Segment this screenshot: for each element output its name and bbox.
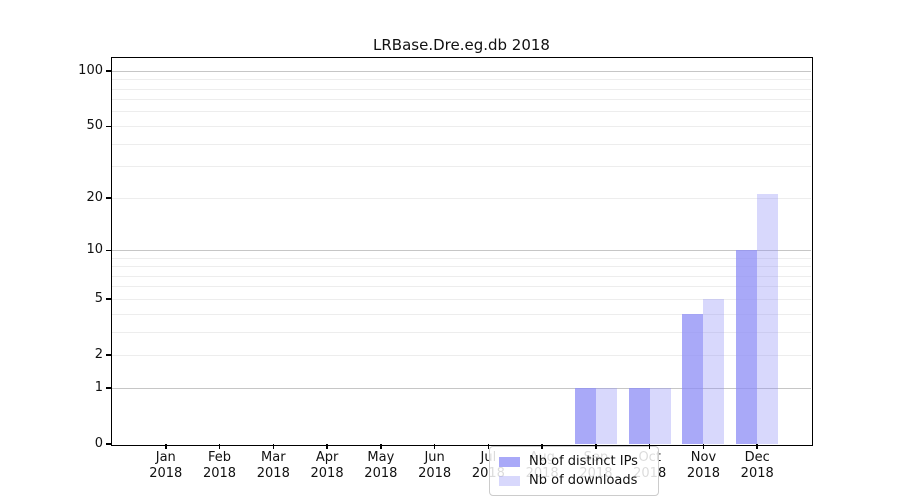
legend: Nb of distinct IPs Nb of downloads <box>489 446 659 496</box>
x-tick-sep <box>595 444 597 449</box>
bar-distinct-ips-dec <box>736 250 758 444</box>
x-tick-aug <box>541 444 543 449</box>
x-tick-nov <box>702 444 705 449</box>
x-tick-apr <box>326 444 328 449</box>
y-gridline-minor-8 <box>112 266 811 268</box>
y-tick-label-50: 50 <box>86 118 103 134</box>
y-gridline-major-100 <box>112 70 811 72</box>
y-tick-label-2: 2 <box>94 347 103 363</box>
x-tick-year: 2018 <box>149 466 183 481</box>
bar-downloads-nov <box>703 299 725 444</box>
bar-distinct-ips-sep <box>574 388 596 444</box>
x-tick-label-feb: Feb 2018 <box>190 450 250 482</box>
y-gridline-major-1 <box>112 387 811 389</box>
y-gridline-minor-90 <box>112 79 811 81</box>
y-gridline-minor-30 <box>112 166 811 168</box>
y-gridline-minor-40 <box>112 143 811 145</box>
bar-downloads-dec <box>757 194 779 444</box>
y-tick-20 <box>106 197 111 199</box>
y-tick-50 <box>106 125 111 128</box>
x-tick-jul <box>487 444 490 449</box>
y-gridline-minor-5 <box>112 298 811 300</box>
x-tick-label-apr: Apr 2018 <box>297 450 357 482</box>
y-gridline-minor-4 <box>112 313 811 315</box>
y-tick-label-0: 0 <box>94 436 103 451</box>
plot-area: Nb of distinct IPs Nb of downloads <box>110 56 813 496</box>
y-gridline-minor-2 <box>112 354 811 356</box>
y-gridline-minor-7 <box>112 275 811 277</box>
x-tick-month: Nov <box>690 450 717 465</box>
legend-label-distinct-ips: Nb of distinct IPs <box>529 454 638 469</box>
x-tick-year: 2018 <box>310 466 344 481</box>
y-gridline-minor-9 <box>112 257 811 259</box>
y-tick-label-1: 1 <box>94 380 103 396</box>
x-tick-year: 2018 <box>418 466 452 481</box>
x-tick-label-mar: Mar 2018 <box>243 450 303 482</box>
x-tick-dec <box>756 444 759 449</box>
bar-downloads-sep <box>595 388 617 444</box>
x-tick-oct <box>648 444 651 449</box>
y-tick-0 <box>106 443 111 445</box>
x-tick-label-may: May 2018 <box>351 450 411 482</box>
y-gridline-minor-80 <box>112 88 811 90</box>
x-tick-label-jan: Jan 2018 <box>136 450 196 482</box>
bar-distinct-ips-oct <box>628 388 650 444</box>
x-tick-month: Jan <box>155 450 176 465</box>
y-tick-10 <box>106 249 111 252</box>
y-gridline-minor-60 <box>112 111 811 113</box>
y-tick-2 <box>106 354 111 357</box>
y-gridline-minor-6 <box>112 286 811 288</box>
y-tick-label-20: 20 <box>86 190 103 206</box>
legend-swatch-downloads <box>499 475 520 486</box>
y-tick-label-5: 5 <box>94 291 103 307</box>
x-tick-feb <box>218 444 221 449</box>
y-tick-label-100: 100 <box>78 63 103 79</box>
chart-title: LRBase.Dre.eg.db 2018 <box>373 36 550 54</box>
x-tick-month: Jun <box>424 450 445 465</box>
x-tick-year: 2018 <box>686 466 720 481</box>
x-tick-month: Dec <box>744 450 770 465</box>
y-gridline-major-10 <box>112 249 811 251</box>
bar-downloads-oct <box>649 388 671 444</box>
legend-item-distinct-ips: Nb of distinct IPs <box>499 454 649 469</box>
x-tick-year: 2018 <box>740 466 774 481</box>
x-tick-label-jun: Jun 2018 <box>405 450 465 482</box>
y-tick-5 <box>106 298 111 301</box>
legend-item-downloads: Nb of downloads <box>499 473 649 488</box>
y-tick-1 <box>106 387 111 389</box>
legend-swatch-distinct-ips <box>499 456 520 467</box>
y-tick-label-10: 10 <box>86 242 103 258</box>
x-tick-month: Mar <box>261 450 286 465</box>
y-gridline-minor-20 <box>112 197 811 199</box>
x-tick-month: Feb <box>208 450 232 465</box>
x-tick-year: 2018 <box>202 466 237 481</box>
x-tick-label-dec: Dec 2018 <box>727 450 787 482</box>
x-tick-year: 2018 <box>256 466 290 481</box>
y-gridline-minor-3 <box>112 331 811 333</box>
x-tick-month: May <box>367 450 395 465</box>
x-tick-year: 2018 <box>364 466 398 481</box>
y-gridline-minor-70 <box>112 99 811 101</box>
x-tick-label-nov: Nov 2018 <box>673 450 733 482</box>
x-tick-month: Apr <box>315 450 339 465</box>
legend-label-downloads: Nb of downloads <box>529 473 638 488</box>
x-tick-jun <box>433 444 436 449</box>
y-gridline-minor-50 <box>112 125 811 127</box>
x-tick-jan <box>164 444 167 449</box>
x-tick-mar <box>272 444 275 449</box>
x-tick-may <box>380 444 382 449</box>
bar-distinct-ips-nov <box>682 314 704 444</box>
y-tick-100 <box>106 70 111 73</box>
